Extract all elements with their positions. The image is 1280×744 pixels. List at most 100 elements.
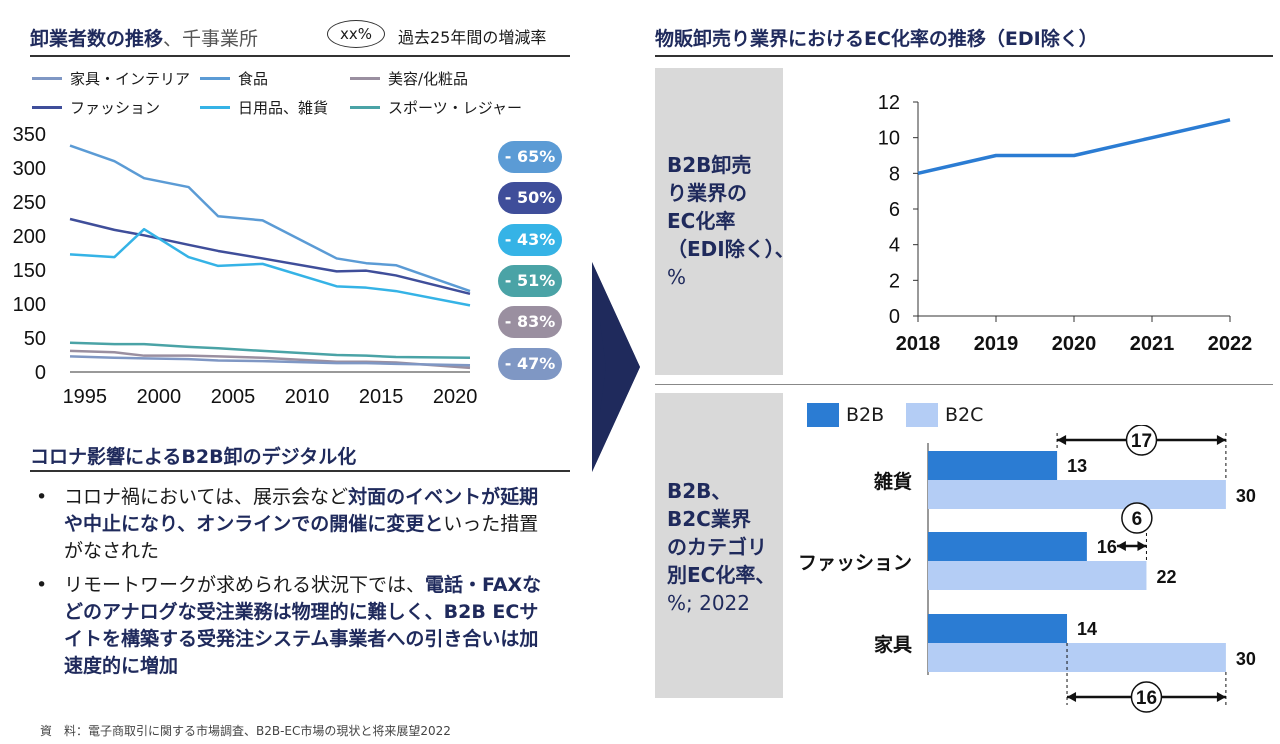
legend-item-fashion: ファッション — [32, 97, 160, 118]
x-tick-label: 2010 — [285, 386, 330, 408]
y-tick-label: 4 — [889, 235, 900, 257]
right-title: 物販卸売り業界におけるEC化率の推移（EDI除く） — [655, 28, 1098, 50]
b2c-bar — [928, 480, 1226, 509]
ec-rate-line — [917, 118, 1231, 176]
badge-oval: xx% — [327, 20, 385, 48]
legend-label: 日用品、雑貨 — [238, 99, 329, 117]
b2c-value-label: 30 — [1236, 486, 1256, 506]
gap-arrowhead — [1057, 435, 1067, 445]
y-tick-label: 250 — [13, 192, 46, 214]
ec-rate-label-unit: % — [667, 265, 687, 289]
legend-item-daily-goods: 日用品、雑貨 — [200, 97, 328, 118]
gap-arrowhead — [1067, 692, 1077, 702]
y-tick-label: 8 — [889, 163, 900, 185]
ec-rate-label-line: EC化率 — [667, 209, 736, 233]
badge-text: xx% — [339, 25, 372, 43]
bullet-dot: • — [36, 574, 48, 596]
covid-section-title: コロナ影響によるB2B卸のデジタル化 — [30, 446, 357, 468]
covid-section-rule — [30, 470, 570, 472]
legend-swatch — [32, 77, 62, 80]
gap-arrowhead — [1137, 541, 1147, 551]
gap-value: 6 — [1132, 509, 1143, 530]
y-tick-label: 12 — [878, 92, 900, 114]
y-tick-label: 150 — [13, 260, 46, 282]
b2c-value-label: 22 — [1156, 567, 1176, 587]
category-ec-label-line: のカテゴリ — [667, 535, 767, 559]
series-line — [69, 341, 471, 359]
category-ec-label-line: B2B、 — [667, 479, 732, 503]
legend-label: 家具・インテリア — [70, 70, 191, 88]
y-tick-label: 6 — [889, 199, 900, 221]
gap-value: 16 — [1136, 688, 1157, 709]
legend-b2c-swatch — [906, 403, 938, 427]
y-tick-label: 300 — [13, 158, 46, 180]
series-line — [69, 227, 471, 307]
x-tick-label: 2019 — [974, 333, 1019, 355]
bullet-dot: • — [36, 486, 48, 508]
bullet-2-text-b: 電話・FAXなどのアナログな受注業務は物理的に難しく、B2B ECサイトを構築す… — [64, 574, 542, 677]
legend-label: 食品 — [238, 70, 269, 88]
x-tick-label: 2020 — [1052, 333, 1097, 355]
y-tick-label: 10 — [878, 128, 900, 150]
wholesaler-count-chart: 0 50 100 150 200 250 300 350 1995 2000 2005 2010 201… — [13, 124, 478, 408]
x-tick-label: 2015 — [359, 386, 404, 408]
y-tick-label: 0 — [35, 362, 46, 384]
source-note: 資 料：電子商取引に関する市場調査、B2B-EC市場の現状と将来展望2022 — [40, 724, 451, 738]
x-tick-label: 2000 — [137, 386, 182, 408]
legend-swatch — [32, 106, 62, 109]
x-tick-label: 2021 — [1130, 333, 1175, 355]
decline-rate-pill: - 47% — [498, 348, 562, 380]
bullet-1-text-a: コロナ禍においては、展示会など — [64, 486, 349, 508]
x-tick-label: 2022 — [1208, 333, 1253, 355]
ec-rate-label: B2B卸売 り業界の EC化率 （EDI除く）、 % — [667, 151, 795, 291]
gap-arrowhead — [1216, 435, 1226, 445]
ec-rate-label-line: （EDI除く）、 — [667, 237, 795, 261]
category-ec-label-line: B2C業界 — [667, 507, 751, 531]
b2b-bar — [928, 451, 1058, 480]
gap-arrowhead — [1116, 541, 1126, 551]
left-title-rule — [30, 55, 570, 57]
legend-item-sports: スポーツ・レジャー — [350, 97, 522, 118]
legend-b2b-label: B2B — [846, 404, 885, 426]
x-tick-label: 2020 — [433, 386, 478, 408]
ec-rate-label-line: B2B卸売 — [667, 153, 752, 177]
x-tick-label: 2005 — [211, 386, 256, 408]
legend-item-furniture: 家具・インテリア — [32, 68, 190, 89]
bullet-2: • リモートワークが求められる状況下では、電話・FAXなどのアナログな受注業務は… — [36, 572, 556, 680]
gap-arrowhead — [1216, 692, 1226, 702]
legend-swatch — [350, 77, 380, 80]
y-tick-label: 350 — [13, 124, 46, 146]
right-title-rule — [655, 55, 1273, 57]
bullet-1-text-b: 対面のイベントが延期や中止になり、オンラインでの開催に変更と — [64, 486, 539, 535]
series-line — [69, 349, 471, 370]
decline-rate-pill: - 65% — [498, 141, 562, 173]
flow-arrow — [592, 262, 640, 472]
ec-rate-trend-chart: 0 2 4 6 8 10 12 2018 2019 2020 2021 2022 — [878, 92, 1253, 355]
gap-circle — [1130, 681, 1163, 713]
ec-rate-label-line: り業界の — [667, 181, 747, 205]
legend-b2c-label: B2C — [945, 404, 984, 426]
legend-b2b-swatch — [807, 403, 839, 427]
decline-rate-pill: - 50% — [498, 182, 562, 214]
left-title: 卸業者数の推移、千事業所 — [30, 24, 258, 51]
bullet-1-text-c: いった措置がなされた — [64, 513, 539, 562]
y-tick-label: 50 — [24, 328, 46, 350]
category-label: 家具 — [874, 633, 912, 656]
b2b-bar — [928, 614, 1068, 643]
y-tick-label: 100 — [13, 294, 46, 316]
category-label: ファッション — [798, 553, 912, 574]
left-title-unit: 、千事業所 — [163, 28, 259, 50]
category-ec-label-unit: %; 2022 — [667, 591, 750, 615]
x-tick-label: 2018 — [896, 333, 941, 355]
gap-circle — [1121, 502, 1153, 534]
x-tick-label: 1995 — [63, 386, 108, 408]
b2c-value-label: 30 — [1236, 649, 1256, 669]
gap-circle — [1125, 425, 1158, 456]
legend-label: 美容/化粧品 — [388, 70, 469, 88]
b2b-value-label: 14 — [1077, 619, 1097, 639]
b2c-bar — [928, 561, 1147, 590]
decline-rate-pill: - 83% — [498, 306, 562, 338]
gap-value: 17 — [1131, 431, 1152, 452]
b2b-value-label: 16 — [1097, 537, 1117, 557]
series-line — [69, 355, 471, 367]
